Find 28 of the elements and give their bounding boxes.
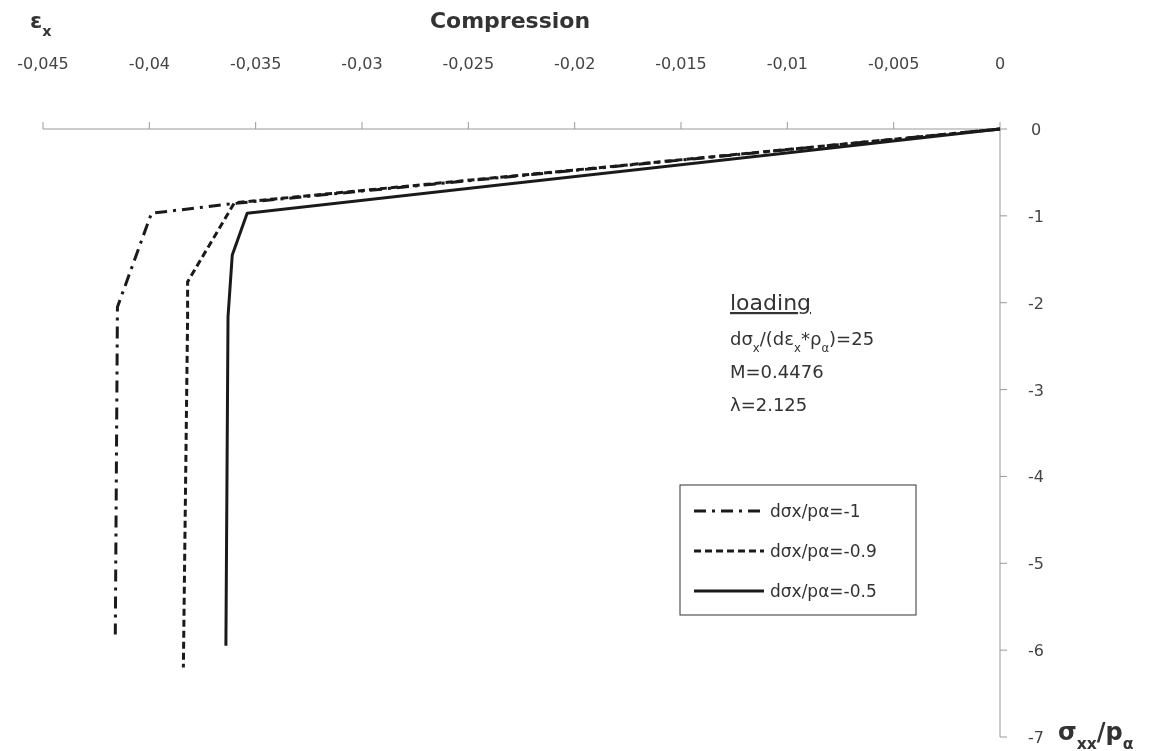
x-tick-label: -0,02 [553,54,596,73]
y-axis-title: σ$_{xx}$/p$_{α}$ [1058,718,1134,751]
annotation: λ=2.125 [730,394,808,415]
y-tick-label: -4 [1028,467,1044,487]
x-tick-label: -0,045 [17,54,69,73]
y-tick-label: -2 [1028,293,1044,313]
x-tick-label: -0,03 [341,54,383,73]
y-tick-label: -5 [1028,554,1044,574]
legend-label: dσx/pα=-1 [770,501,861,521]
x-axis-title: ε$_{x}$ [30,8,52,39]
x-tick-label: -0,015 [655,54,707,73]
chart-title: Compression [429,8,591,33]
y-tick-label: 0 [1030,120,1042,139]
legend-label: dσx/pα=-0.9 [770,541,877,561]
x-tick-label: -0,025 [442,54,495,73]
x-tick-label: -0,035 [229,54,282,73]
annotation: loading [730,290,812,315]
x-tick-label: 0 [994,54,1006,73]
x-tick-label: -0,04 [128,54,171,73]
y-tick-label: -3 [1028,380,1044,400]
x-tick-label: -0,005 [867,54,920,73]
annotation: dσ$_{x}$/(dε$_{x}$*ρ$_{α}$)=25 [730,328,875,355]
x-tick-label: -0,01 [766,54,809,73]
annotation: M=0.4476 [730,361,824,382]
y-tick-label: -1 [1028,206,1044,226]
legend-label: dσx/pα=-0.5 [770,581,877,601]
y-tick-label: -6 [1028,641,1044,661]
y-tick-label: -7 [1028,728,1044,747]
